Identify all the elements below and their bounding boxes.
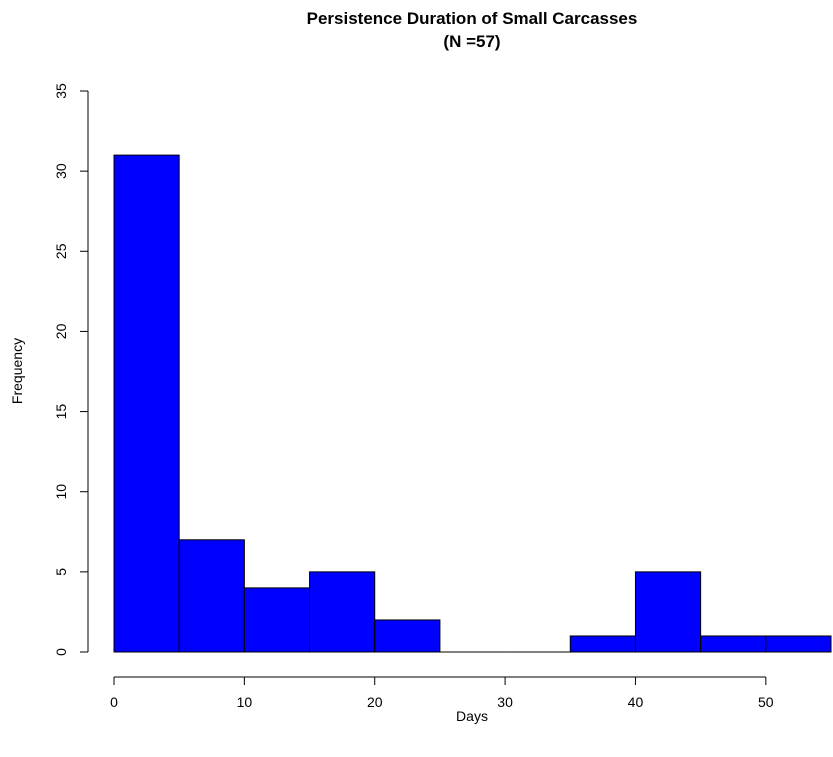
chart-title: Persistence Duration of Small Carcasses	[307, 9, 638, 28]
y-tick-label: 25	[53, 243, 69, 259]
y-tick-label: 10	[53, 484, 69, 500]
x-tick-label: 20	[367, 694, 383, 710]
x-tick-label: 10	[237, 694, 253, 710]
histogram-bar	[178, 539, 245, 653]
y-tick-label: 5	[53, 568, 69, 576]
x-tick-label: 30	[497, 694, 513, 710]
x-axis-label: Days	[456, 708, 488, 724]
histogram-bar	[374, 619, 441, 653]
y-tick-label: 0	[53, 648, 69, 656]
chart-subtitle: (N =57)	[443, 32, 500, 51]
histogram-bar	[765, 635, 832, 653]
y-axis-label: Frequency	[9, 338, 25, 404]
y-tick-label: 35	[53, 83, 69, 99]
x-tick-label: 40	[628, 694, 644, 710]
x-axis: 0 10 20 30 40 50	[110, 676, 774, 710]
histogram-bar	[700, 635, 767, 653]
histogram-bar	[569, 635, 636, 653]
histogram-bar	[113, 154, 180, 653]
histogram-bar	[634, 571, 702, 653]
bars-group	[113, 154, 832, 653]
y-tick-label: 15	[53, 404, 69, 420]
y-tick-label: 20	[53, 323, 69, 339]
x-tick-label: 0	[110, 694, 118, 710]
y-axis: 0 5 10 15 20 25 30 35	[53, 83, 89, 656]
y-tick-label: 30	[53, 163, 69, 179]
histogram-bar	[243, 587, 311, 653]
x-tick-label: 50	[758, 694, 774, 710]
histogram-bar	[309, 571, 376, 653]
